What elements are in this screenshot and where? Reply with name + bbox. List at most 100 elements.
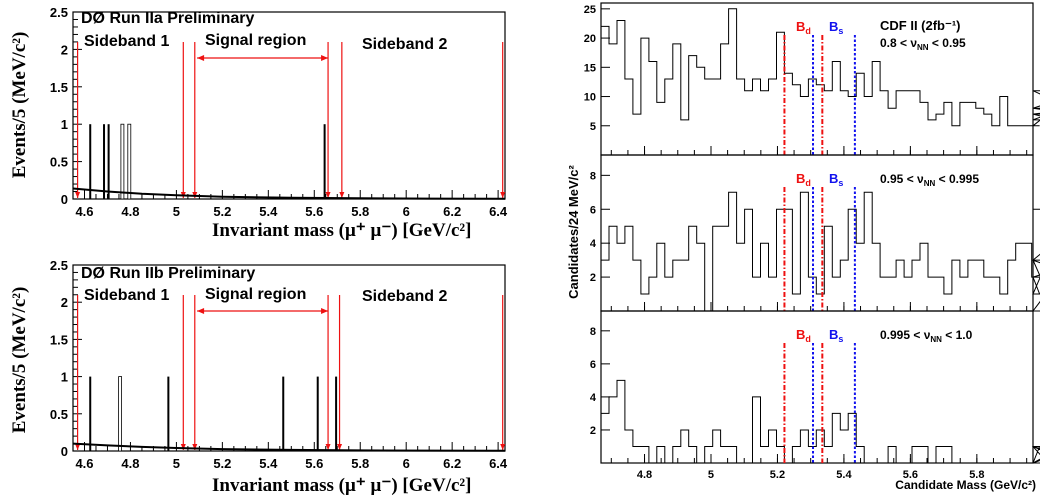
rt-p1-histogram — [601, 191, 1040, 312]
tl-region-arrowhead-4 — [339, 192, 345, 198]
bl-ytick-2: 1 — [61, 370, 68, 385]
tl-region-arrowhead-5 — [500, 192, 506, 198]
bl-event-bar-2 — [167, 376, 170, 451]
rt-p0-ytick-3: 20 — [584, 33, 596, 45]
tl-ytick-0: 0 — [61, 192, 68, 207]
bl-ytick-5: 2.5 — [50, 258, 68, 273]
bl-event-bar-3 — [282, 376, 285, 451]
d0-run2b-panel: 0 0.5 1 1.5 2 2.5 4.6 4.8 5 5.2 5.4 5.6 5.8 6 6.2 6.4 — [50, 258, 508, 471]
rt-xtick-3: 5.4 — [836, 469, 852, 481]
rt-xtick-2: 5.2 — [770, 469, 785, 481]
rt-xtick-1: 5 — [708, 469, 714, 481]
rt-p2-marker-label-d: Bd — [796, 327, 811, 344]
tl-event-bar-1 — [103, 124, 106, 199]
tl-background-fit — [72, 187, 506, 200]
bl-region-arrowhead-4 — [337, 444, 343, 450]
bl-region-arrowhead-0 — [75, 444, 81, 450]
bl-ytick-1: 0.5 — [50, 407, 68, 422]
bl-region-arrowhead-2 — [192, 444, 198, 450]
rt-p1-ytick-1: 4 — [590, 238, 597, 250]
tl-ytick-5: 2.5 — [50, 5, 68, 20]
tl-region-arrowhead-3 — [325, 192, 331, 198]
rt-p1-nn-sub: NN — [924, 179, 936, 188]
bl-region-arrowhead-1 — [180, 444, 186, 450]
rt-p0-nn-sub: NN — [917, 43, 929, 52]
tl-event-bar-5 — [323, 124, 326, 199]
rt-p0-ytick-1: 10 — [584, 92, 596, 104]
bl-xtick-7: 6 — [403, 456, 410, 471]
tl-xtick-1: 4.8 — [121, 204, 139, 219]
rt-p0-ytick-0: 5 — [590, 121, 596, 133]
rt-p1-ytick-3: 8 — [590, 170, 596, 182]
rt-p0-marker-sub-s: s — [838, 26, 843, 36]
tl-ytick-2: 1 — [61, 117, 68, 132]
rt-p0-marker-label-s: Bs — [829, 19, 843, 36]
bl-xtick-5: 5.6 — [305, 456, 323, 471]
tl-xtick-7: 6 — [403, 204, 410, 219]
bl-region-arrowhead-5 — [500, 444, 506, 450]
rt-p0-nn-tail: < 0.95 — [929, 36, 966, 50]
tl-event-bar-0 — [89, 124, 92, 199]
rt-ylabel: Candidates/24 MeV/c² — [566, 165, 581, 299]
bl-frame — [72, 264, 506, 452]
tl-xtick-6: 5.8 — [351, 204, 369, 219]
bl-signal-arrowhead-right — [321, 308, 329, 314]
tl-event-bar-2 — [107, 124, 110, 199]
bl-background-fit — [72, 442, 506, 452]
tl-frame — [72, 11, 506, 200]
rt-p2-nn-sub: NN — [930, 335, 942, 344]
rt-p2-ytick-0: 2 — [590, 425, 596, 437]
bl-ylabel: Events/5 (MeV/c²) — [9, 287, 30, 434]
tl-signal-region-label: Signal region — [205, 32, 306, 49]
bl-xtick-4: 5.4 — [259, 456, 278, 471]
rt-p1-nn-tail: < 0.995 — [935, 172, 979, 186]
rt-p1-marker-sub-d: d — [805, 178, 811, 188]
bl-xtick-1: 4.8 — [121, 456, 139, 471]
rt-p1-marker-sub-s: s — [838, 178, 843, 188]
tl-xtick-2: 5 — [173, 204, 180, 219]
tl-xtick-5: 5.6 — [305, 204, 323, 219]
rt-p2-ytick-2: 6 — [590, 359, 596, 371]
rt-p1-marker-label-s: Bs — [829, 171, 843, 188]
bl-ytick-4: 2 — [61, 295, 68, 310]
tl-xlabel: Invariant mass (μ⁺ μ⁻) [GeV/c²] — [212, 220, 471, 241]
rt-xtick-0: 4.8 — [637, 469, 652, 481]
rt-p2-marker-sub-s: s — [838, 334, 843, 344]
tl-region-arrowhead-0 — [75, 192, 81, 198]
rt-p0-nn-range-label: 0.8 < νNN < 0.95 — [880, 36, 966, 52]
rt-header: CDF II (2fb⁻¹) — [880, 18, 961, 33]
rt-xlabel: Candidate Mass (GeV/c²) — [895, 478, 1036, 492]
rt-p2-nn-tail: < 1.0 — [942, 328, 973, 342]
rt-p0-histogram — [601, 8, 1040, 127]
bl-ytick-3: 1.5 — [50, 332, 68, 347]
rt-p0-marker-sub-d: d — [805, 26, 811, 36]
tl-event-bar-3 — [120, 123, 125, 200]
rt-p2-marker-sub-d: d — [805, 334, 811, 344]
bl-event-bar-4 — [316, 376, 319, 451]
tl-ytick-4: 2 — [61, 42, 68, 57]
rt-p1-marker-label-d: Bd — [796, 171, 811, 188]
bl-xlabel: Invariant mass (μ⁺ μ⁻) [GeV/c²] — [212, 475, 471, 496]
rt-p2-ytick-1: 4 — [590, 392, 597, 404]
bl-signal-arrowhead-left — [197, 308, 205, 314]
bl-xtick-3: 5.2 — [213, 456, 231, 471]
bl-event-bar-1 — [118, 376, 123, 452]
bl-sideband1-label: Sideband 1 — [84, 287, 169, 304]
rt-p0-ytick-4: 25 — [584, 4, 596, 16]
rt-p2-marker-label-s: Bs — [829, 327, 843, 344]
tl-event-bar-4 — [127, 123, 132, 200]
tl-xtick-4: 5.4 — [259, 204, 278, 219]
tl-xtick-3: 5.2 — [213, 204, 231, 219]
tl-xtick-8: 6.2 — [443, 204, 461, 219]
rt-p1-ytick-2: 6 — [590, 204, 596, 216]
bl-region-arrowhead-3 — [325, 444, 331, 450]
bl-xtick-8: 6.2 — [443, 456, 461, 471]
rt-p0-marker-label-d: Bd — [796, 19, 811, 36]
tl-ytick-3: 1.5 — [50, 80, 68, 95]
rt-p0-ytick-2: 15 — [584, 62, 596, 74]
bl-sideband2-label: Sideband 2 — [362, 288, 447, 305]
bl-xtick-0: 4.6 — [75, 456, 93, 471]
tl-xtick-0: 4.6 — [75, 204, 93, 219]
tl-ytick-1: 0.5 — [50, 155, 68, 170]
